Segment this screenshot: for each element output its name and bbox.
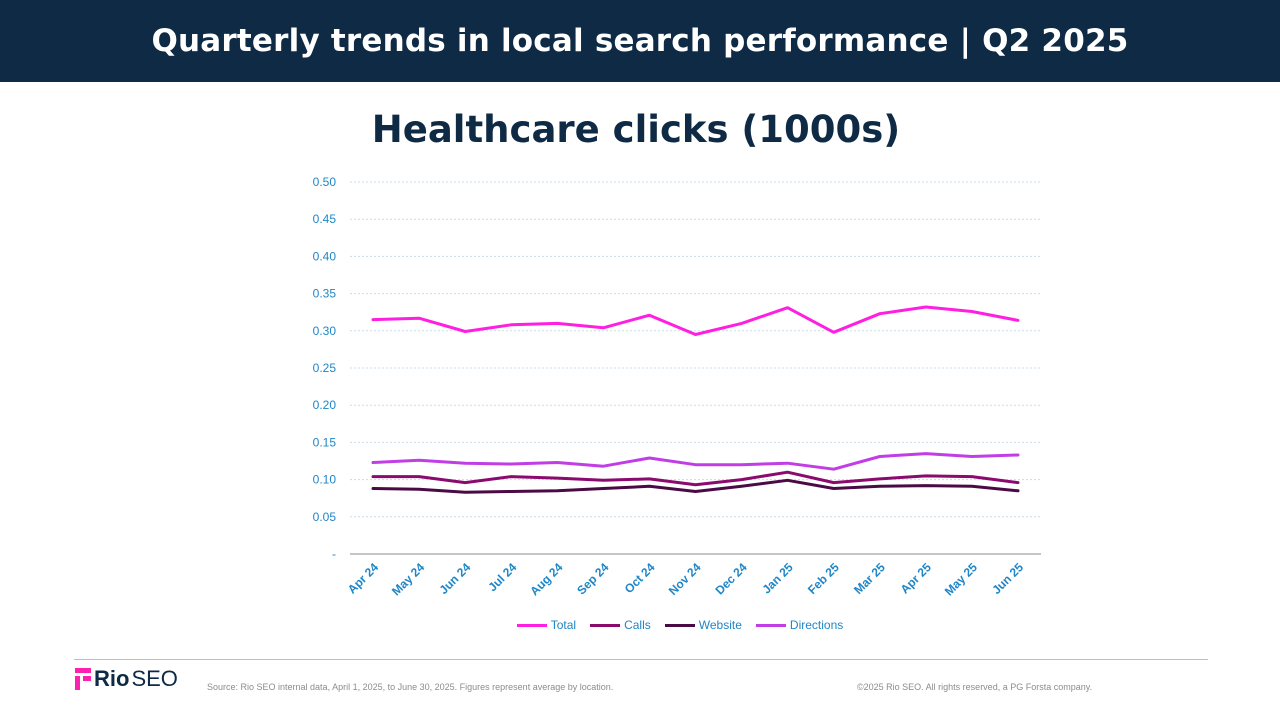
x-tick-label: Apr 25 xyxy=(898,560,935,597)
x-tick-label: Feb 25 xyxy=(805,560,842,597)
series-line-total xyxy=(371,305,1020,336)
legend-swatch xyxy=(755,623,786,627)
series-line-directions xyxy=(371,452,1020,471)
rio-seo-logo-icon xyxy=(75,668,91,690)
x-tick-label: Nov 24 xyxy=(666,560,704,598)
x-tick-label: Jun 25 xyxy=(989,560,1026,597)
x-tick-label: Mar 25 xyxy=(851,560,888,597)
legend-swatch xyxy=(590,623,621,627)
y-axis-ticks: - 0.05 0.10 0.15 0.20 0.25 0.30 0.35 0.40 0.45 0.5… xyxy=(313,175,337,561)
header-bar: Quarterly trends in local search perform… xyxy=(0,0,1280,82)
legend-label: Directions xyxy=(789,618,844,632)
x-tick-label: Jan 25 xyxy=(759,560,796,597)
y-tick-label: 0.10 xyxy=(313,473,337,487)
series-line-calls xyxy=(371,470,1020,487)
copyright-note: ©2025 Rio SEO. All rights reserved, a PG… xyxy=(857,682,1093,692)
series-line-website xyxy=(371,478,1020,494)
y-tick-label: 0.20 xyxy=(313,398,337,412)
y-tick-label: 0.40 xyxy=(313,249,337,263)
chart-legend: Total Calls Website Directions xyxy=(0,618,1280,632)
y-tick-label: 0.35 xyxy=(313,287,337,301)
logo-text-bold: Rio xyxy=(94,666,130,691)
footer-divider xyxy=(74,659,1208,660)
x-tick-label: Aug 24 xyxy=(527,560,565,598)
y-tick-label: 0.25 xyxy=(313,361,337,375)
x-tick-label: Jul 24 xyxy=(485,560,519,594)
logo-text-light: SEO xyxy=(131,666,178,691)
x-tick-label: May 24 xyxy=(389,560,427,598)
x-tick-label: Dec 24 xyxy=(712,560,749,597)
x-axis-ticks: Apr 24 May 24 Jun 24 Jul 24 Aug 24 Sep 24 Oct … xyxy=(345,560,1026,598)
page-title: Quarterly trends in local search perform… xyxy=(151,23,1129,59)
rio-seo-logo: Rio SEO xyxy=(75,666,178,691)
x-tick-label: Oct 24 xyxy=(622,560,658,596)
y-tick-label: 0.50 xyxy=(313,175,337,189)
legend-swatch xyxy=(516,623,547,627)
legend-item-directions: Directions xyxy=(755,618,844,632)
x-tick-label: Apr 24 xyxy=(345,560,382,597)
legend-swatch xyxy=(664,623,695,627)
source-note: Source: Rio SEO internal data, April 1, … xyxy=(207,682,614,692)
legend-item-website: Website xyxy=(664,618,742,632)
legend-label: Total xyxy=(550,618,577,632)
legend-label: Calls xyxy=(624,618,651,632)
y-tick-label: 0.15 xyxy=(313,435,337,449)
x-tick-label: Jun 24 xyxy=(437,560,474,597)
y-tick-label: - xyxy=(332,547,336,561)
legend-item-calls: Calls xyxy=(590,618,651,632)
y-tick-label: 0.05 xyxy=(313,510,337,524)
series-lines xyxy=(371,305,1020,494)
legend-item-total: Total xyxy=(516,618,577,632)
y-tick-label: 0.30 xyxy=(313,324,337,338)
gridlines xyxy=(350,181,1041,555)
legend-label: Website xyxy=(698,618,742,632)
x-tick-label: Sep 24 xyxy=(574,560,611,597)
x-tick-label: May 25 xyxy=(942,560,980,598)
chart-title: Healthcare clicks (1000s) xyxy=(371,108,901,151)
y-tick-label: 0.45 xyxy=(313,212,337,226)
